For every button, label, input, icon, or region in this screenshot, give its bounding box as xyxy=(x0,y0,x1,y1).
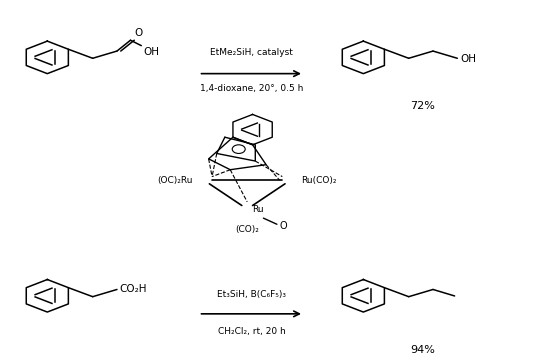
Text: 72%: 72% xyxy=(411,101,435,111)
Text: Ru(CO)₂: Ru(CO)₂ xyxy=(301,176,337,185)
Text: CH₂Cl₂, rt, 20 h: CH₂Cl₂, rt, 20 h xyxy=(218,327,286,336)
Text: 1,4-dioxane, 20°, 0.5 h: 1,4-dioxane, 20°, 0.5 h xyxy=(200,84,303,94)
Text: CO₂H: CO₂H xyxy=(119,284,147,294)
Text: Et₃SiH, B(C₆F₅)₃: Et₃SiH, B(C₆F₅)₃ xyxy=(217,290,286,300)
Text: OH: OH xyxy=(460,54,476,64)
Text: Ru: Ru xyxy=(252,205,264,214)
Text: O: O xyxy=(280,221,287,232)
Text: (OC)₂Ru: (OC)₂Ru xyxy=(157,176,193,185)
Text: (CO)₂: (CO)₂ xyxy=(235,225,259,234)
Text: EtMe₂SiH, catalyst: EtMe₂SiH, catalyst xyxy=(210,48,293,58)
Text: OH: OH xyxy=(143,47,159,58)
Text: 94%: 94% xyxy=(411,345,435,355)
Text: O: O xyxy=(134,28,142,39)
